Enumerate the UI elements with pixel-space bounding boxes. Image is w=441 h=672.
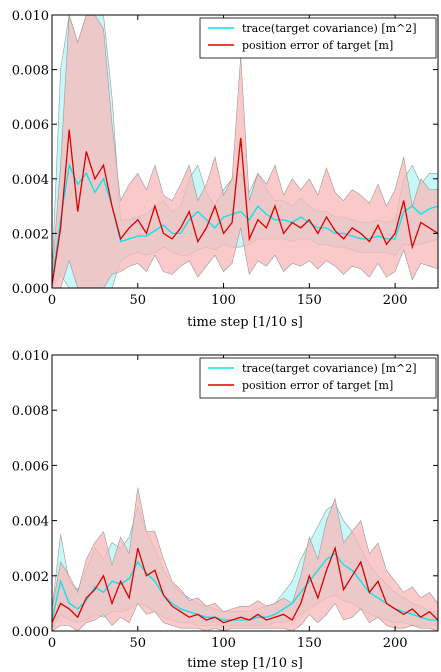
chart-top-lines [52, 129, 438, 286]
chart-bottom-y-tick-label: 0.002 [12, 570, 49, 585]
chart-top-x-tick-label: 200 [383, 293, 408, 308]
chart-top-line-series-1 [52, 129, 438, 286]
chart-bottom-x-tick-label: 0 [48, 636, 56, 651]
chart-bottom-y-tick-label: 0.010 [12, 349, 49, 364]
chart-top-band-series-1 [52, 15, 438, 288]
chart-bottom-x-tick-label: 50 [130, 636, 147, 651]
chart-bottom-x-axis-label: time step [1/10 s] [187, 656, 303, 671]
chart-top-x-axis-label: time step [1/10 s] [187, 315, 303, 330]
chart-bottom-ticks: 0 50 100 150 200 0.000 0.002 0.004 0.006 0.008 0.0… [12, 349, 438, 651]
chart-bottom-line-series-0 [52, 552, 438, 621]
chart-bottom-lines [52, 545, 438, 624]
chart-top-y-tick-label: 0.006 [12, 118, 49, 133]
chart-bottom-y-tick-label: 0.008 [12, 404, 49, 419]
chart-bottom-legend-box [199, 357, 437, 399]
chart-top-x-tick-label: 150 [297, 293, 322, 308]
chart-bottom-x-tick-label: 100 [211, 636, 236, 651]
chart-bottom-line-series-1 [52, 545, 438, 624]
chart-bottom-legend-label-1: position error of target [m] [242, 379, 393, 392]
chart-bottom-plot-frame [51, 354, 439, 632]
chart-bottom-y-tick-label: 0.004 [12, 515, 49, 530]
chart-top-y-tick-label: 0.002 [12, 227, 49, 242]
chart-bottom-legend-label-0: trace(target covariance) [m^2] [242, 362, 417, 375]
chart-bottom-bands [52, 487, 438, 631]
chart-top-plot-frame [51, 14, 439, 289]
chart-bottom-legend: trace(target covariance) [m^2] position e… [199, 357, 437, 399]
chart-top-y-tick-label: 0.010 [12, 9, 49, 24]
chart-bottom: 0 50 100 150 200 0.000 0.002 0.004 0.006 0.008 0.0… [12, 349, 439, 671]
chart-top-x-tick-label: 0 [48, 293, 56, 308]
chart-bottom-y-tick-label: 0.006 [12, 459, 49, 474]
chart-top-y-tick-label: 0.000 [12, 282, 49, 297]
chart-top-y-tick-label: 0.004 [12, 173, 49, 188]
chart-top-legend-label-0: trace(target covariance) [m^2] [242, 22, 417, 35]
chart-bottom-band-series-1 [52, 487, 438, 631]
chart-top-y-tick-label: 0.008 [12, 64, 49, 79]
chart-top-ticks: 0 50 100 150 200 0.000 0.002 0.004 0.006 0.008 0.0… [12, 9, 438, 308]
chart-bottom-x-tick-label: 200 [383, 636, 408, 651]
chart-top-x-tick-label: 50 [130, 293, 147, 308]
chart-bottom-y-tick-label: 0.000 [12, 625, 49, 640]
chart-top-x-tick-label: 100 [211, 293, 236, 308]
chart-top-bands [52, 15, 438, 288]
chart-top: 0 50 100 150 200 0.000 0.002 0.004 0.006 0.008 0.0… [12, 9, 439, 330]
chart-top-legend-box [199, 17, 437, 59]
chart-top-legend-label-1: position error of target [m] [242, 39, 393, 52]
chart-top-legend: trace(target covariance) [m^2] position e… [199, 17, 437, 59]
chart-bottom-x-tick-label: 150 [297, 636, 322, 651]
